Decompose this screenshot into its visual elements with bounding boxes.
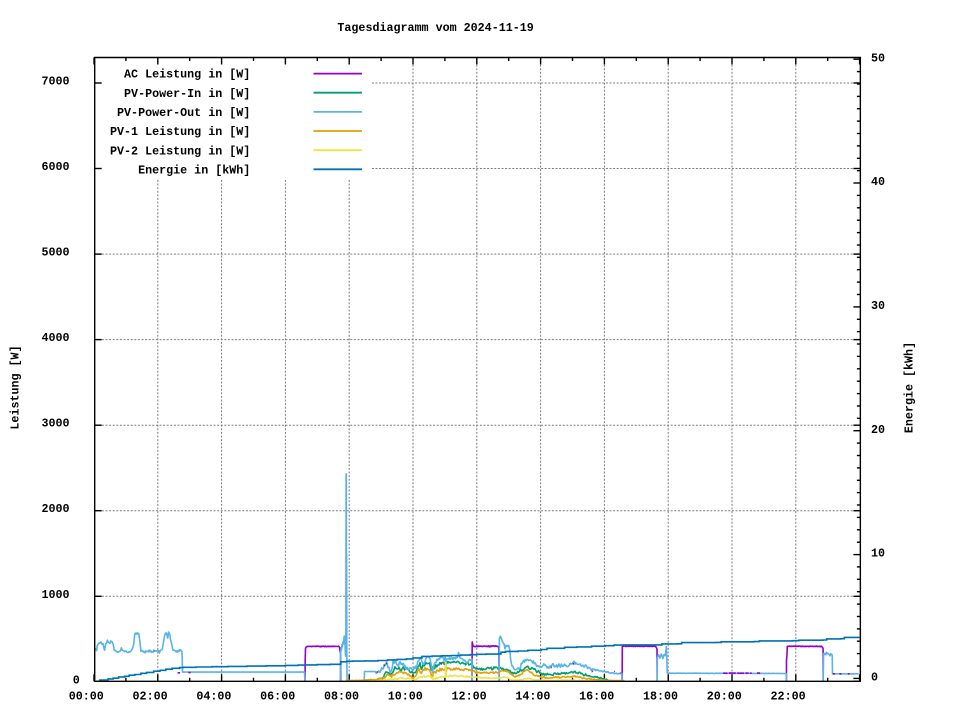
svg-text:PV-1 Leistung in [W]: PV-1 Leistung in [W] xyxy=(110,125,250,139)
svg-text:Tagesdiagramm vom 2024-11-19: Tagesdiagramm vom 2024-11-19 xyxy=(337,21,533,35)
svg-text:18:00: 18:00 xyxy=(643,690,678,704)
svg-text:16:00: 16:00 xyxy=(579,690,614,704)
svg-text:40: 40 xyxy=(871,175,885,189)
svg-text:6000: 6000 xyxy=(41,160,69,174)
svg-text:12:00: 12:00 xyxy=(452,690,487,704)
svg-text:0: 0 xyxy=(871,671,878,685)
svg-text:AC Leistung in [W]: AC Leistung in [W] xyxy=(124,68,250,82)
svg-text:Leistung [W]: Leistung [W] xyxy=(9,345,23,429)
svg-text:PV-Power-In in [W]: PV-Power-In in [W] xyxy=(124,87,250,101)
svg-text:08:00: 08:00 xyxy=(324,690,359,704)
svg-text:5000: 5000 xyxy=(41,246,69,260)
svg-text:0: 0 xyxy=(73,673,80,687)
svg-text:02:00: 02:00 xyxy=(133,690,168,704)
svg-text:PV-Power-Out in [W]: PV-Power-Out in [W] xyxy=(117,106,250,120)
svg-text:06:00: 06:00 xyxy=(260,690,295,704)
svg-text:Energie in [kWh]: Energie in [kWh] xyxy=(138,163,250,177)
svg-text:4000: 4000 xyxy=(41,331,69,345)
svg-text:04:00: 04:00 xyxy=(196,690,231,704)
svg-text:22:00: 22:00 xyxy=(771,690,806,704)
svg-text:Energie [kWh]: Energie [kWh] xyxy=(903,342,917,433)
svg-text:50: 50 xyxy=(871,51,885,65)
svg-text:7000: 7000 xyxy=(41,75,69,89)
svg-text:10: 10 xyxy=(871,547,885,561)
svg-text:14:00: 14:00 xyxy=(515,690,550,704)
svg-text:10:00: 10:00 xyxy=(388,690,423,704)
svg-text:2000: 2000 xyxy=(41,502,69,516)
svg-text:30: 30 xyxy=(871,299,885,313)
svg-text:00:00: 00:00 xyxy=(69,690,104,704)
svg-text:3000: 3000 xyxy=(41,417,69,431)
svg-text:1000: 1000 xyxy=(41,588,69,602)
svg-text:20:00: 20:00 xyxy=(707,690,742,704)
svg-text:PV-2 Leistung in [W]: PV-2 Leistung in [W] xyxy=(110,144,250,158)
svg-text:20: 20 xyxy=(871,423,885,437)
